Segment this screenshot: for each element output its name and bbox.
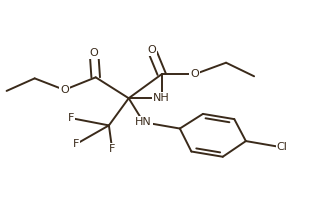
Text: O: O <box>190 69 199 79</box>
Text: O: O <box>60 85 69 95</box>
Text: Cl: Cl <box>277 142 287 152</box>
Text: O: O <box>148 45 156 55</box>
Text: F: F <box>73 139 79 149</box>
Text: F: F <box>109 144 116 154</box>
Text: HN: HN <box>135 117 152 127</box>
Text: F: F <box>68 113 74 123</box>
Text: O: O <box>90 48 98 58</box>
Text: NH: NH <box>153 93 170 103</box>
